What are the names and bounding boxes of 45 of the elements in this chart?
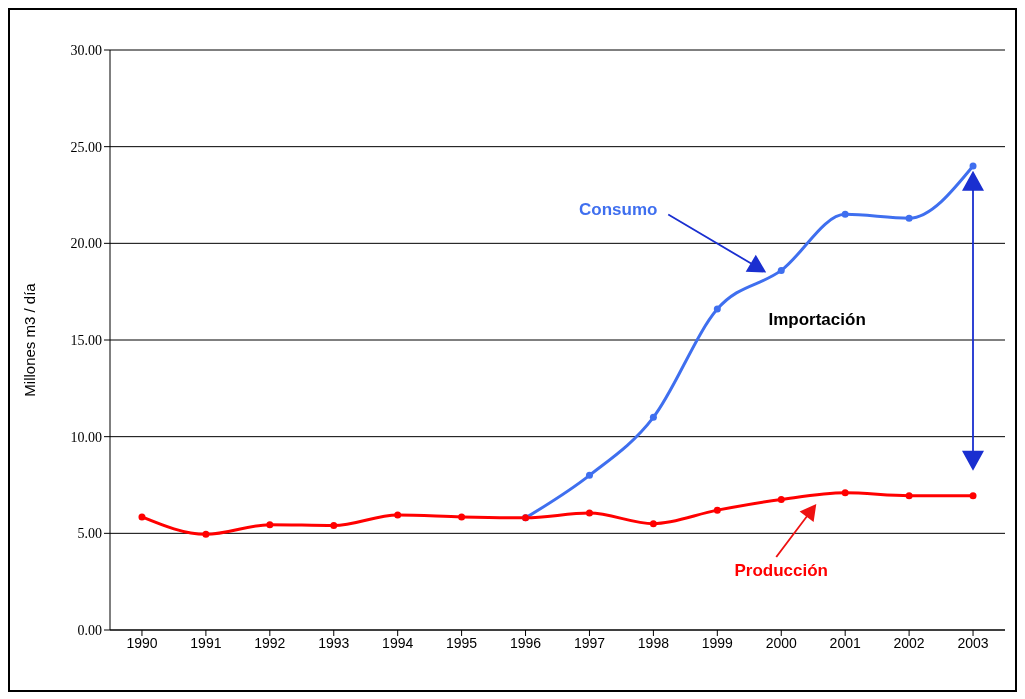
point bbox=[649, 413, 657, 421]
x-tick-label: 1993 bbox=[318, 634, 350, 651]
point bbox=[202, 530, 210, 538]
y-tick-label: 25.00 bbox=[70, 139, 102, 155]
x-tick-label: 1998 bbox=[637, 634, 670, 651]
point bbox=[266, 521, 274, 529]
text: Consumo bbox=[579, 199, 658, 219]
x-tick-label: 1999 bbox=[701, 634, 734, 651]
y-tick-label: 20.00 bbox=[70, 236, 102, 252]
point bbox=[585, 509, 593, 517]
y-tick-label: 5.00 bbox=[77, 526, 102, 542]
x-tick-label: 2001 bbox=[829, 634, 861, 651]
x-tick-label: 1996 bbox=[509, 634, 542, 651]
annotation: Importación bbox=[768, 310, 866, 330]
x-tick-label: 2000 bbox=[765, 634, 798, 651]
x-tick-label: 1990 bbox=[126, 634, 158, 651]
x-tick-label: 1991 bbox=[190, 634, 222, 651]
point bbox=[905, 492, 913, 500]
point bbox=[649, 520, 657, 528]
point bbox=[969, 492, 977, 500]
y-tick-label: 10.00 bbox=[70, 429, 102, 445]
text: Producción bbox=[734, 561, 829, 581]
x-tick-label: 1994 bbox=[382, 634, 414, 651]
x-tick-label: 2003 bbox=[957, 634, 989, 651]
point bbox=[777, 266, 785, 274]
point bbox=[585, 471, 593, 479]
x-tick-label: 2002 bbox=[893, 634, 925, 651]
x-tick-label: 1992 bbox=[254, 634, 286, 651]
point bbox=[394, 511, 402, 519]
point bbox=[458, 513, 466, 521]
y-tick-label: 30.00 bbox=[70, 42, 102, 58]
point bbox=[713, 506, 721, 514]
point bbox=[969, 162, 977, 170]
point bbox=[841, 210, 849, 218]
y-tick-label: 15.00 bbox=[70, 332, 102, 348]
point bbox=[330, 522, 338, 530]
x-tick-label: 1997 bbox=[573, 634, 606, 651]
y-tick-label: 0.00 bbox=[77, 622, 102, 638]
point bbox=[905, 214, 913, 222]
point bbox=[138, 513, 146, 521]
y-axis-title: Millones m3 / día bbox=[21, 282, 39, 397]
point bbox=[713, 305, 721, 313]
point bbox=[777, 496, 785, 503]
x-tick-label: 1995 bbox=[446, 634, 478, 651]
point bbox=[841, 489, 849, 497]
